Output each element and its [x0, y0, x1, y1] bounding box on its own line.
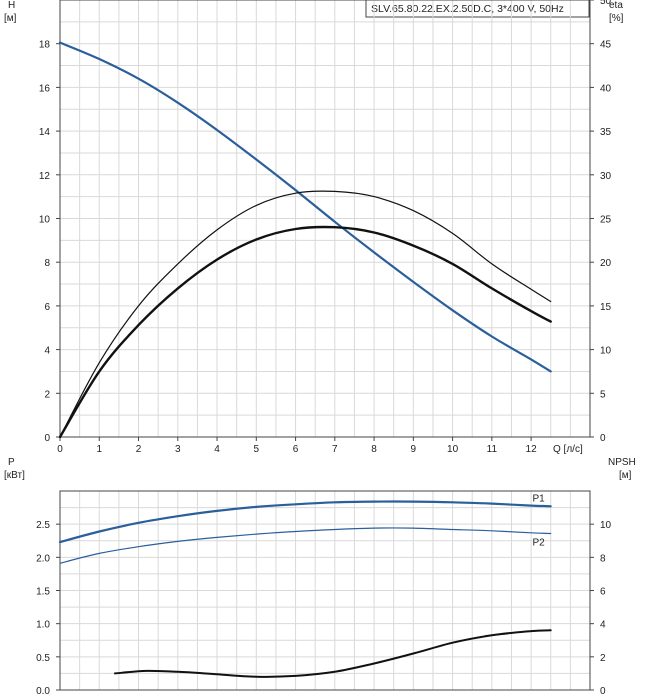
bottom-left-tick-label: 1.0 — [36, 620, 50, 631]
bottom-right-tick-label: 10 — [600, 520, 612, 531]
bottom-left-axis-unit: [кВт] — [4, 470, 25, 481]
top-right-axis-label: eta — [609, 0, 623, 11]
top-right-axis-unit: [%] — [609, 13, 624, 24]
x-tick-label: 12 — [526, 444, 538, 455]
title-box: SLV.65.80.22.EX.2.50D.C, 3*400 V, 50Hz — [365, 0, 590, 18]
top-left-axis-unit: [м] — [4, 13, 17, 24]
series-eta-2-line — [58, 225, 552, 439]
bottom-right-tick-label: 2 — [600, 653, 606, 664]
bottom-right-tick-label: 4 — [600, 620, 606, 631]
top-left-tick-label: 8 — [44, 258, 50, 269]
bottom-left-tick-label: 2.5 — [36, 520, 50, 531]
bottom-left-axis-label: P — [8, 457, 15, 468]
top-left-axis-label: H — [8, 0, 15, 11]
x-tick-label: 10 — [447, 444, 459, 455]
bottom-right-tick-label: 0 — [600, 686, 606, 697]
x-tick-label: 1 — [96, 444, 102, 455]
series-p1-label: P1 — [533, 493, 546, 504]
series-p2-label: P2 — [533, 537, 546, 548]
x-tick-label: 0 — [57, 444, 63, 455]
series-eta-1-line — [59, 190, 552, 438]
top-right-tick-label: 50 — [600, 0, 612, 7]
top-left-tick-label: 10 — [39, 215, 51, 226]
top-right-tick-label: 35 — [600, 127, 612, 138]
x-tick-label: 2 — [136, 444, 142, 455]
top-left-tick-label: 0 — [44, 433, 50, 444]
top-right-tick-label: 20 — [600, 258, 612, 269]
top-right-tick-label: 0 — [600, 433, 606, 444]
x-axis-label: Q [л/с] — [553, 444, 583, 455]
series-p2-line — [59, 527, 552, 564]
bottom-right-tick-label: 8 — [600, 553, 606, 564]
top-right-tick-label: 40 — [600, 83, 612, 94]
tick-labels: 0 1 2 3 4 5 6 7 8 9 10 11 12024681012141618051015202… — [36, 0, 612, 697]
x-tick-label: 8 — [371, 444, 377, 455]
bottom-left-tick-label: 1.5 — [36, 587, 50, 598]
top-left-tick-label: 6 — [44, 302, 50, 313]
series-head-line — [58, 41, 552, 373]
top-left-tick-label: 2 — [44, 389, 50, 400]
title-box-text: SLV.65.80.22.EX.2.50D.C, 3*400 V, 50Hz — [371, 3, 564, 15]
bottom-left-tick-label: 2.0 — [36, 553, 50, 564]
top-left-tick-label: 16 — [39, 83, 51, 94]
series-npsh-line — [114, 629, 552, 678]
top-left-tick-label: 18 — [39, 40, 51, 51]
x-tick-label: 4 — [214, 444, 220, 455]
bottom-gridlines — [60, 490, 591, 690]
bottom-right-axis-unit: [м] — [619, 470, 632, 481]
x-tick-label: 6 — [293, 444, 299, 455]
bottom-right-axis-label: NPSH — [608, 457, 636, 468]
top-right-tick-label: 25 — [600, 215, 612, 226]
top-left-tick-label: 12 — [39, 171, 51, 182]
series-lines: P1 P2 — [58, 41, 552, 678]
top-left-tick-label: 14 — [39, 127, 51, 138]
top-right-tick-label: 5 — [600, 389, 606, 400]
top-right-tick-label: 30 — [600, 171, 612, 182]
x-tick-label: 3 — [175, 444, 181, 455]
x-tick-label: 5 — [254, 444, 260, 455]
x-tick-label: 11 — [487, 444, 498, 455]
top-right-tick-label: 15 — [600, 302, 612, 313]
bottom-right-tick-label: 6 — [600, 587, 606, 598]
top-right-tick-label: 10 — [600, 346, 612, 357]
top-right-tick-label: 45 — [600, 40, 612, 51]
bottom-left-tick-label: 0.5 — [36, 653, 50, 664]
bottom-left-tick-label: 0.0 — [36, 686, 50, 697]
series-p1-line — [58, 500, 552, 544]
top-gridlines — [60, 0, 591, 437]
x-tick-label: 7 — [332, 444, 338, 455]
top-left-tick-label: 4 — [44, 346, 50, 357]
x-tick-label: 9 — [411, 444, 417, 455]
